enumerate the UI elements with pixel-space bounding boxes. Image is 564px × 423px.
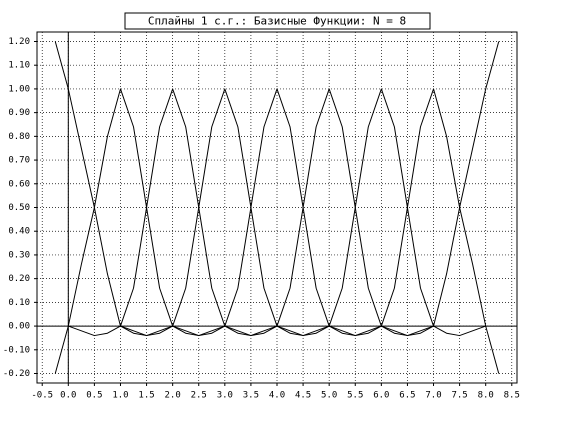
y-tick-label: 1.00	[8, 84, 30, 94]
y-tick-label: 0.50	[8, 203, 30, 213]
y-tick-label: 0.30	[8, 250, 30, 260]
x-tick-label: 4.5	[295, 391, 311, 401]
y-tick-label: 0.60	[8, 179, 30, 189]
x-tick-label: 6.5	[399, 391, 415, 401]
x-tick-label: 7.5	[451, 391, 467, 401]
x-tick-label: 1.0	[112, 391, 128, 401]
series-line	[54, 41, 173, 337]
y-tick-label: 0.80	[8, 132, 30, 142]
y-tick-label: 1.20	[8, 37, 30, 47]
x-tick-label: 0.0	[60, 391, 76, 401]
x-tick-label: 3.5	[243, 391, 259, 401]
x-tick-label: 8.5	[504, 391, 520, 401]
y-tick-label: 0.70	[8, 156, 30, 166]
x-tick-label: 6.0	[373, 391, 389, 401]
y-tick-label: -0.10	[3, 345, 30, 355]
x-tick-label: 7.0	[425, 391, 441, 401]
chart-title: Сплайны 1 с.г.: Базисные Функции: N = 8	[148, 15, 406, 28]
series-line	[224, 88, 434, 337]
x-tick-label: 2.0	[165, 391, 181, 401]
series-line	[381, 41, 500, 337]
x-tick-label: 4.0	[269, 391, 285, 401]
y-tick-label: 1.10	[8, 61, 30, 71]
x-tick-label: 3.0	[217, 391, 233, 401]
x-tick-label: 0.5	[86, 391, 102, 401]
x-tick-label: 8.0	[478, 391, 494, 401]
series-line	[68, 88, 278, 337]
x-tick-label: 1.5	[138, 391, 154, 401]
series-line	[276, 88, 486, 337]
y-tick-label: 0.20	[8, 274, 30, 284]
x-tick-label: 5.0	[321, 391, 337, 401]
series-line	[120, 88, 330, 337]
y-tick-label: 0.10	[8, 298, 30, 308]
title-box	[124, 12, 431, 30]
y-tick-label: 0.90	[8, 108, 30, 118]
y-tick-label: 0.40	[8, 227, 30, 237]
series-line	[328, 88, 500, 374]
y-tick-label: -0.20	[3, 369, 30, 379]
series-line	[172, 88, 382, 337]
x-tick-label: -0.5	[31, 391, 53, 401]
y-tick-label: 0.00	[8, 322, 30, 332]
x-tick-label: 5.5	[347, 391, 363, 401]
x-tick-label: 2.5	[191, 391, 207, 401]
